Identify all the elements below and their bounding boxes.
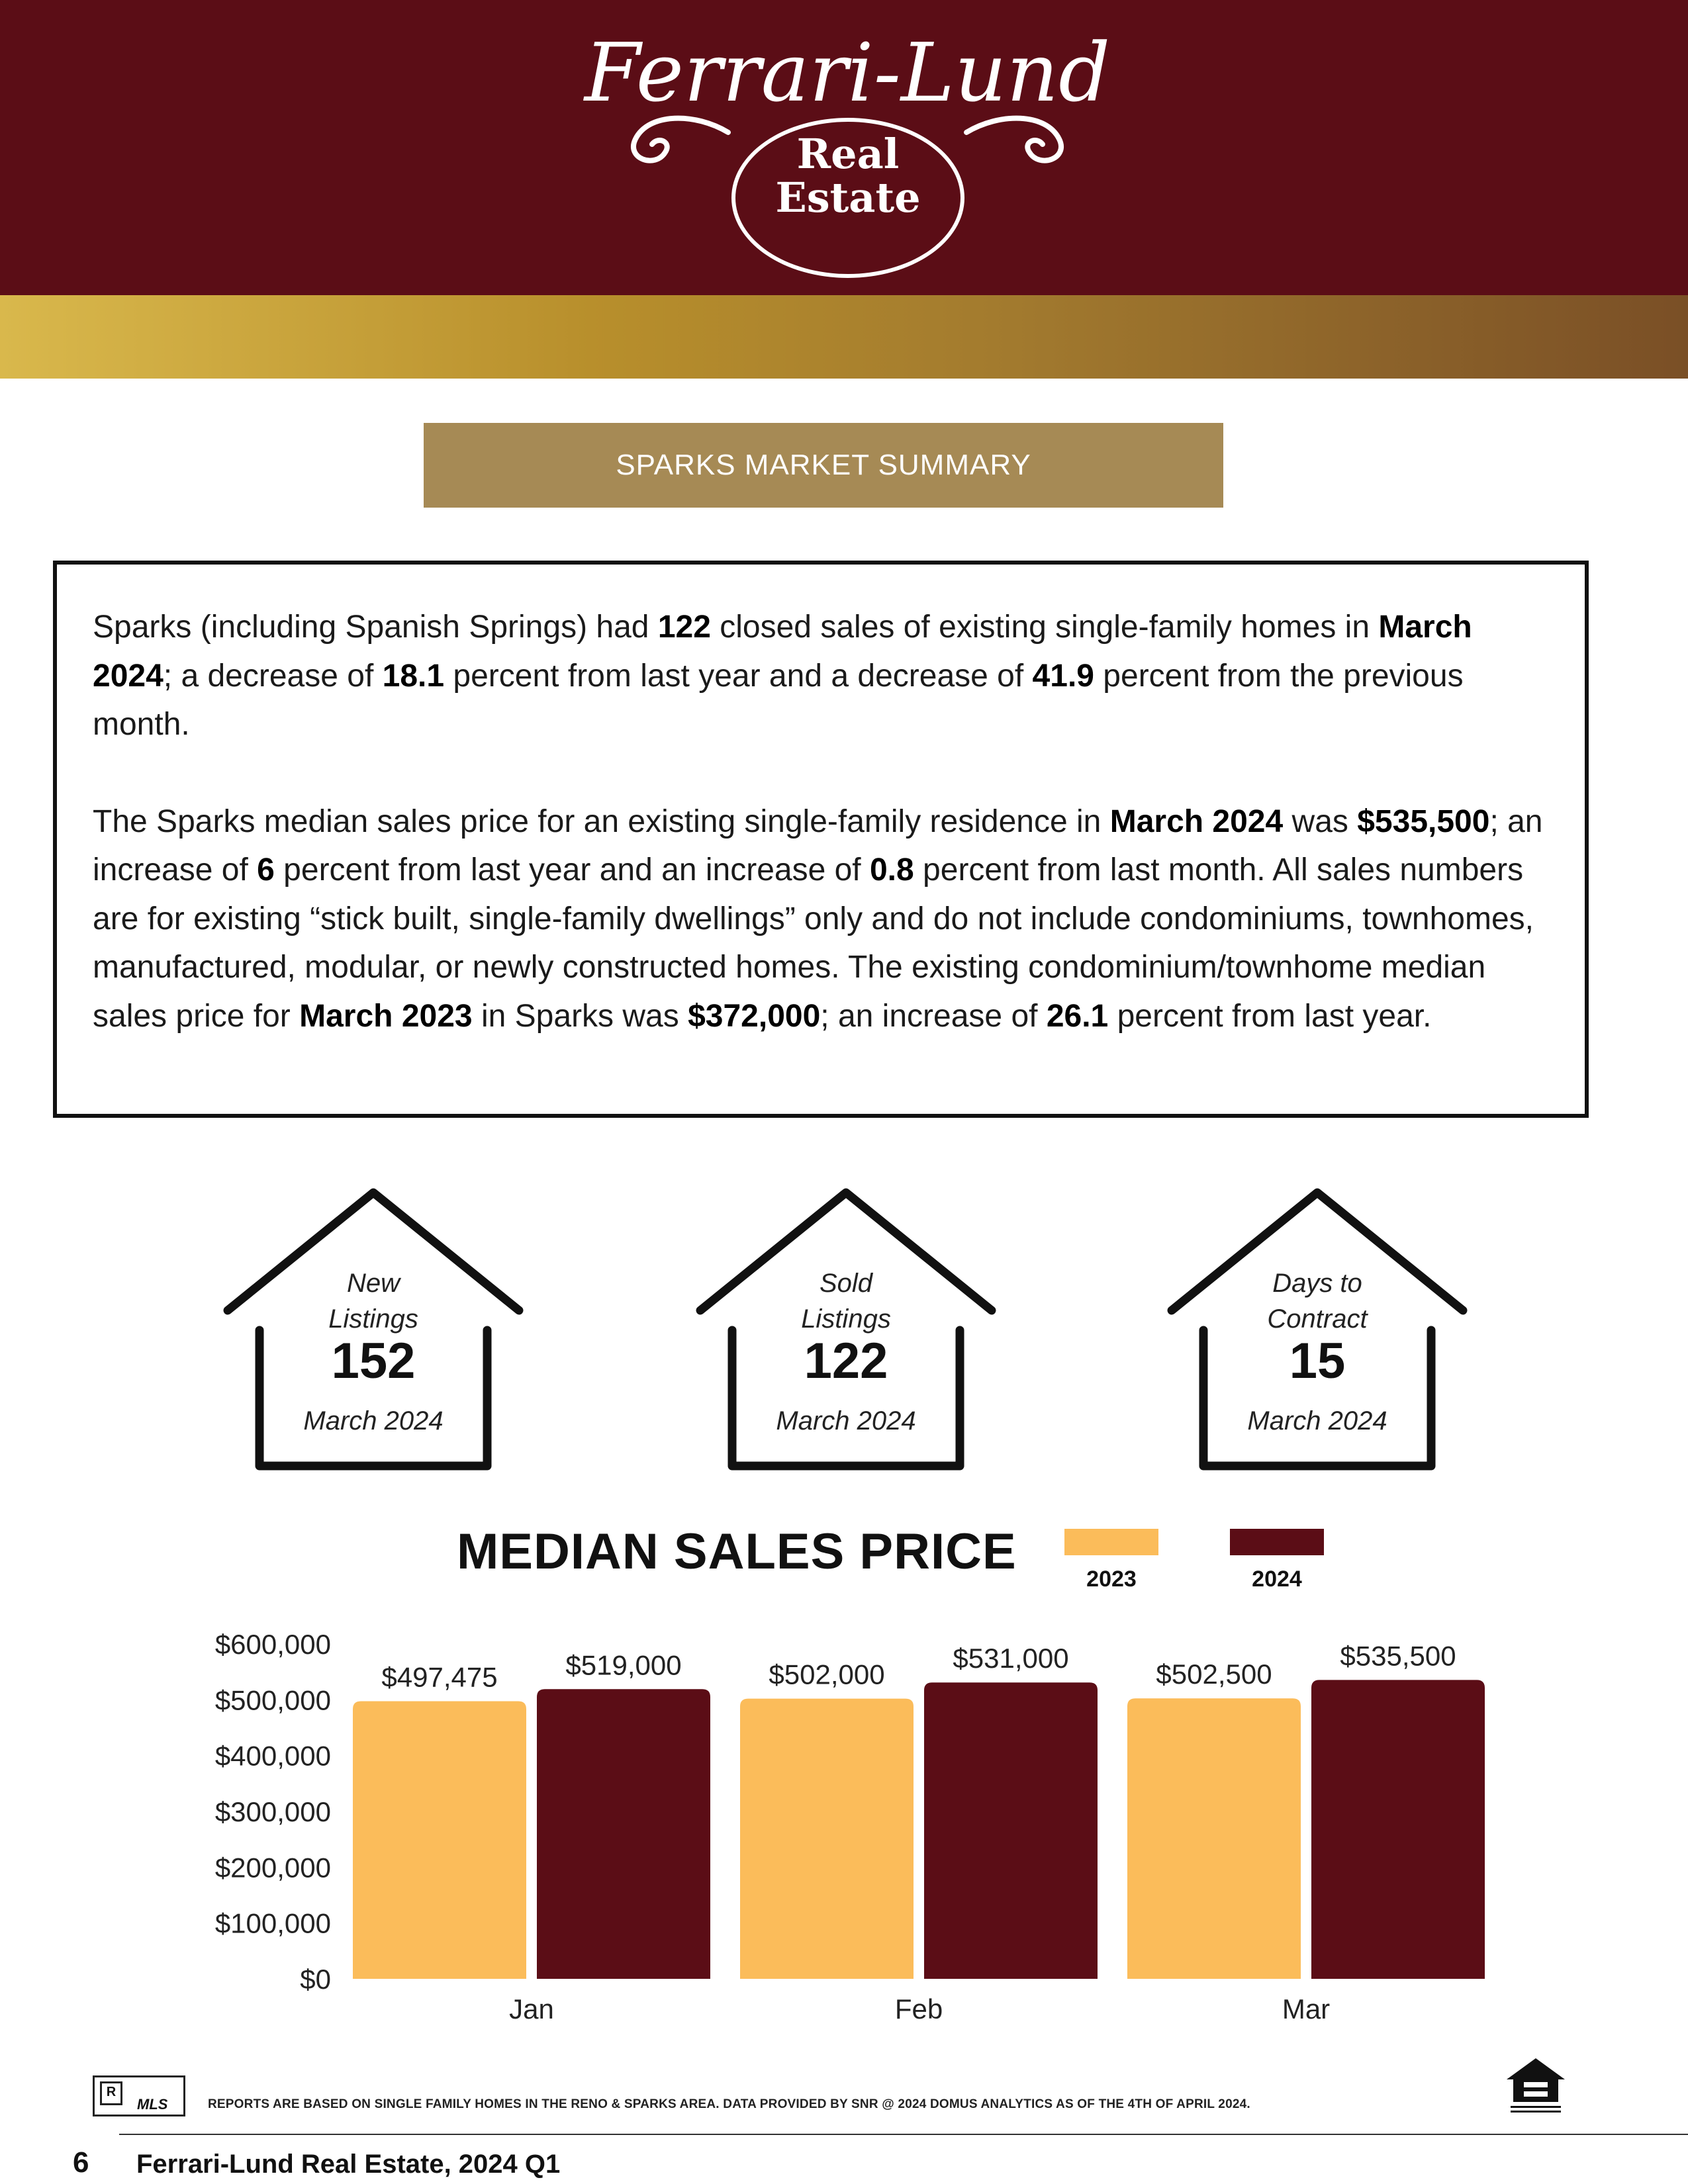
mls-logo: R MLS: [93, 2075, 185, 2116]
legend-label-2023: 2023: [1086, 1567, 1137, 1592]
summary-text: ; an increase of: [93, 803, 1543, 888]
realtor-r-icon: R: [100, 2081, 122, 2105]
summary-highlight: March 2024: [93, 610, 1472, 694]
stat-label-line1: Days to: [1272, 1269, 1362, 1298]
summary-text: closed sales of existing single-family h…: [710, 610, 1379, 645]
summary-highlight: $372,000: [688, 998, 821, 1034]
summary-highlight: 41.9: [1032, 658, 1094, 694]
footer-title: Ferrari-Lund Real Estate, 2024 Q1: [136, 2150, 561, 2179]
stat-label: Days to Contract: [1165, 1265, 1470, 1337]
y-tick-label: $200,000: [215, 1852, 331, 1883]
stat-label-line1: Sold: [819, 1269, 873, 1298]
equal-housing-icon: [1507, 2058, 1565, 2113]
summary-highlight: 18.1: [382, 658, 445, 694]
logo-flourish-icon: [631, 115, 1064, 163]
stat-label-line2: Contract: [1267, 1304, 1368, 1334]
data-label: $519,000: [565, 1649, 681, 1680]
x-tick-label: Mar: [1282, 1993, 1330, 2025]
page-number: 6: [73, 2146, 89, 2179]
bar-2024-mar: [1311, 1680, 1485, 1979]
legend-label-2024: 2024: [1252, 1567, 1302, 1592]
logo-sub-line1: Real: [796, 130, 900, 178]
stat-period: March 2024: [776, 1406, 916, 1435]
logo-oval: [731, 118, 964, 278]
data-label: $502,000: [769, 1659, 884, 1690]
y-tick-label: $500,000: [215, 1684, 331, 1715]
stat-period: March 2024: [1247, 1406, 1387, 1435]
logo-subtitle: Real Estate: [731, 132, 964, 220]
summary-highlight: March 2023: [299, 998, 473, 1034]
section-label: SPARKS MARKET SUMMARY: [424, 423, 1223, 508]
summary-text: percent from the previous month.: [93, 658, 1464, 743]
logo-name: Ferrari-Lund: [584, 26, 1111, 120]
summary-paragraph-2: The Sparks median sales price for an exi…: [93, 797, 1548, 1041]
stat-new-listings: New Listings 152 March 2024: [221, 1185, 526, 1476]
bar-2023-feb: [740, 1698, 914, 1979]
summary-text: was: [1283, 803, 1358, 839]
y-tick-label: $100,000: [215, 1908, 331, 1939]
mls-text: MLS: [137, 2096, 168, 2113]
summary-highlight: $535,500: [1357, 803, 1490, 839]
bar-2024-jan: [537, 1689, 710, 1979]
data-label: $535,500: [1340, 1640, 1456, 1671]
stat-period: March 2024: [303, 1406, 444, 1435]
market-summary-box: Sparks (including Spanish Springs) had 1…: [53, 561, 1589, 1118]
y-tick-label: $600,000: [215, 1629, 331, 1660]
x-tick-label: Jan: [509, 1993, 554, 2025]
stat-days-to-contract: Days to Contract 15 March 2024: [1165, 1185, 1470, 1476]
stat-label-line2: Listings: [801, 1304, 891, 1334]
summary-highlight: 6: [257, 852, 275, 887]
footer-disclaimer: REPORTS ARE BASED ON SINGLE FAMILY HOMES…: [208, 2097, 1250, 2111]
logo-sub-line2: Estate: [775, 173, 921, 222]
stat-value: 152: [331, 1333, 416, 1389]
stat-label-line2: Listings: [328, 1304, 418, 1334]
bar-2024-feb: [924, 1682, 1098, 1979]
summary-highlight: March 2024: [1109, 803, 1284, 839]
house-outline-icon: [1167, 1188, 1468, 1471]
y-tick-label: $300,000: [215, 1796, 331, 1827]
stat-label: New Listings: [221, 1265, 526, 1337]
stat-value: 15: [1289, 1333, 1346, 1389]
y-tick-label: $400,000: [215, 1741, 331, 1772]
summary-highlight: 122: [657, 610, 711, 645]
summary-text: percent from last month. All sales numbe…: [93, 852, 1534, 1034]
data-label: $497,475: [381, 1661, 497, 1692]
stat-value: 122: [804, 1333, 888, 1389]
stat-label: Sold Listings: [694, 1265, 998, 1337]
x-tick-label: Feb: [895, 1993, 943, 2025]
summary-paragraph-1: Sparks (including Spanish Springs) had 1…: [93, 603, 1548, 749]
house-outline-icon: [696, 1188, 996, 1471]
summary-text: percent from last year and a decrease of: [444, 658, 1033, 694]
summary-highlight: 26.1: [1046, 998, 1109, 1034]
summary-highlight: 0.8: [869, 852, 914, 887]
bar-2023-jan: [353, 1701, 526, 1979]
house-outline-icon: [223, 1188, 524, 1471]
chart-title: MEDIAN SALES PRICE: [457, 1524, 1017, 1580]
summary-text: in Sparks was: [472, 998, 688, 1034]
bar-2023-mar: [1127, 1698, 1301, 1979]
footer-rule: [119, 2134, 1688, 2135]
gold-gradient-band: [0, 295, 1688, 379]
summary-text: ; an increase of: [820, 998, 1047, 1034]
summary-text: The Sparks median sales price for an exi…: [93, 803, 1110, 839]
data-label: $502,500: [1156, 1659, 1272, 1690]
summary-text: Sparks (including Spanish Springs) had: [93, 610, 658, 645]
y-tick-label: $0: [300, 1964, 331, 1995]
summary-text: percent from last year.: [1108, 998, 1432, 1034]
stat-sold-listings: Sold Listings 122 March 2024: [694, 1185, 998, 1476]
summary-text: ; a decrease of: [163, 658, 383, 694]
data-label: $531,000: [953, 1643, 1068, 1674]
stat-label-line1: New: [346, 1269, 400, 1298]
summary-text: percent from last year and an increase o…: [274, 852, 870, 887]
brand-logo: Ferrari-Lund Real Estate: [576, 20, 1119, 278]
legend-swatch-2023: [1064, 1529, 1158, 1555]
legend-swatch-2024: [1230, 1529, 1324, 1555]
